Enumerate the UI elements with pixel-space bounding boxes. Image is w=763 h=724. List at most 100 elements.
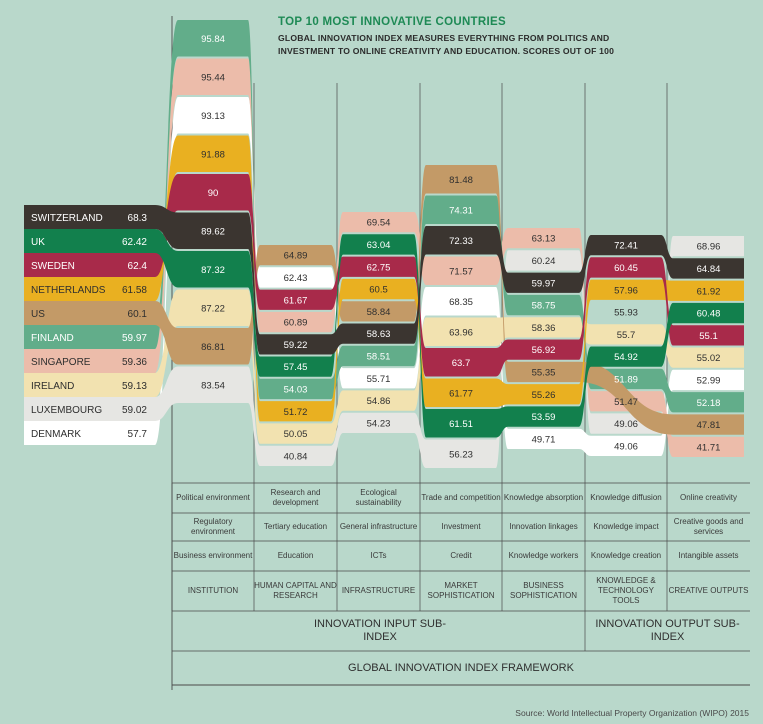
framework-cell: Ecological sustainability xyxy=(355,488,402,507)
overall-bar xyxy=(24,349,155,373)
data-label: 55.1 xyxy=(699,331,718,342)
overall-bar xyxy=(24,253,155,277)
data-label: 71.57 xyxy=(449,266,473,277)
data-label: 55.7 xyxy=(617,330,636,341)
data-label: 63.13 xyxy=(532,234,556,245)
data-label: 60.45 xyxy=(614,263,638,274)
data-label: 58.84 xyxy=(367,307,391,318)
framework-cell: ICTs xyxy=(370,551,387,560)
overall-value: 62.4 xyxy=(128,261,148,272)
data-label: 58.51 xyxy=(367,351,391,362)
data-label: 68.96 xyxy=(697,242,721,253)
data-label: 54.92 xyxy=(614,352,638,363)
ribbon-switzerland xyxy=(24,205,744,355)
data-label: 40.84 xyxy=(284,451,308,462)
overall-value: 59.13 xyxy=(122,381,147,392)
data-label: 72.41 xyxy=(614,241,638,252)
framework-cell: Knowledge workers xyxy=(508,551,579,560)
framework-cell: Business environment xyxy=(173,551,253,560)
data-label: 64.89 xyxy=(284,251,308,262)
data-label: 58.75 xyxy=(532,301,556,312)
data-label: 53.59 xyxy=(532,412,556,423)
overall-value: 59.36 xyxy=(122,357,147,368)
data-label: 49.06 xyxy=(614,419,638,430)
data-label: 52.18 xyxy=(697,398,721,409)
data-label: 54.23 xyxy=(367,418,391,429)
data-label: 91.88 xyxy=(201,149,225,160)
framework-cell: Credit xyxy=(450,551,472,560)
data-label: 69.54 xyxy=(367,218,391,229)
ribbon-us xyxy=(24,165,744,435)
data-label: 87.22 xyxy=(201,303,225,314)
data-label: 63.96 xyxy=(449,327,473,338)
ribbon-uk xyxy=(24,229,744,438)
chart-subtitle: GLOBAL INNOVATION INDEX MEASURES EVERYTH… xyxy=(278,33,615,56)
data-label: 55.71 xyxy=(367,374,391,385)
overall-value: 68.3 xyxy=(128,213,148,224)
framework-cell: Knowledge impact xyxy=(593,522,659,531)
framework-cell: Tertiary education xyxy=(263,522,328,531)
value-labels: 95.84 95.44 93.13 91.88 90 89.62 87.32 87.22 86.… xyxy=(201,34,720,463)
framework-cell: General infrastructure xyxy=(339,522,418,531)
overall-value: 57.7 xyxy=(128,429,148,440)
data-label: 87.32 xyxy=(201,265,225,276)
data-label: 86.81 xyxy=(201,342,225,353)
data-label: 58.36 xyxy=(532,323,556,334)
framework-cell: Innovation linkages xyxy=(509,522,578,531)
framework-cell: Trade and competition xyxy=(421,493,501,502)
overall-bar xyxy=(24,373,155,397)
data-label: 49.71 xyxy=(532,434,556,445)
data-label: 74.31 xyxy=(449,205,473,216)
overall-value: 60.1 xyxy=(128,309,148,320)
overall-bar xyxy=(24,421,155,445)
data-label: 72.33 xyxy=(449,236,473,247)
data-label: 83.54 xyxy=(201,380,225,391)
ribbon-luxembourg xyxy=(24,236,744,468)
country-label: SWITZERLAND xyxy=(31,213,103,224)
framework-cell: Knowledge diffusion xyxy=(590,493,662,502)
data-label: 54.86 xyxy=(367,396,391,407)
data-label: 60.48 xyxy=(697,309,721,320)
data-label: 49.06 xyxy=(614,441,638,452)
data-label: 47.81 xyxy=(697,420,721,431)
overall-value: 59.02 xyxy=(122,405,147,416)
data-label: 59.97 xyxy=(532,278,556,289)
country-label: UK xyxy=(31,237,45,248)
data-label: 55.93 xyxy=(614,308,638,319)
data-label: 62.75 xyxy=(367,262,391,273)
framework-cell: INFRASTRUCTURE xyxy=(341,586,416,595)
data-label: 68.35 xyxy=(449,297,473,308)
framework-cell: Regulatory environment xyxy=(190,517,236,536)
framework-cell: MARKET SOPHISTICATION xyxy=(427,581,495,600)
source-note: Source: World Intellectual Property Orga… xyxy=(515,708,749,718)
data-label: 52.99 xyxy=(697,375,721,386)
data-label: 55.35 xyxy=(532,367,556,378)
data-label: 58.63 xyxy=(367,329,391,340)
data-label: 60.89 xyxy=(284,318,308,329)
data-label: 61.67 xyxy=(284,295,308,306)
country-label: US xyxy=(31,309,45,320)
chart-title: TOP 10 MOST INNOVATIVE COUNTRIES xyxy=(278,16,506,28)
framework-cell: INSTITUTION xyxy=(187,586,239,595)
data-label: 60.24 xyxy=(532,256,556,267)
data-label: 51.89 xyxy=(614,374,638,385)
framework-cell: Intangible assets xyxy=(678,551,739,560)
overall-bar xyxy=(24,397,155,421)
data-label: 89.62 xyxy=(201,226,225,237)
data-label: 51.47 xyxy=(614,397,638,408)
data-label: 95.84 xyxy=(201,34,225,45)
data-label: 56.23 xyxy=(449,449,473,460)
data-label: 60.5 xyxy=(369,285,388,296)
ribbon-finland xyxy=(24,20,744,413)
ribbon-ireland xyxy=(24,289,744,444)
overall-bar xyxy=(24,277,155,301)
overall-bar xyxy=(24,325,155,349)
country-label: SINGAPORE xyxy=(31,357,91,368)
data-label: 55.02 xyxy=(697,353,721,364)
framework-cell: Political environment xyxy=(176,493,250,502)
data-label: 64.84 xyxy=(697,264,721,275)
subindex-label: GLOBAL INNOVATION INDEX FRAMEWORK xyxy=(348,661,574,674)
overall-value: 61.58 xyxy=(122,285,147,296)
data-label: 62.43 xyxy=(284,273,308,284)
